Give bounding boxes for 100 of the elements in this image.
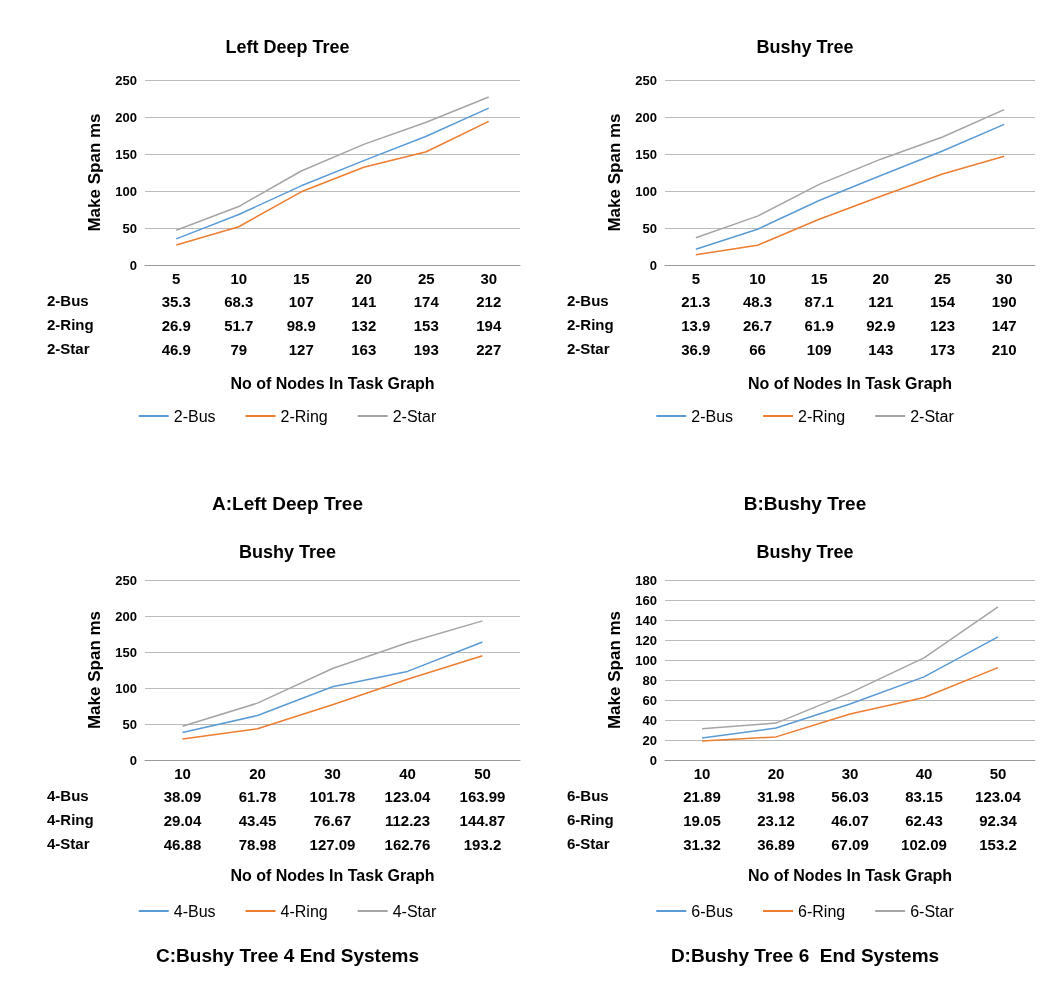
data-label: 61.9 (804, 316, 834, 334)
legend-label: 4-Star (392, 902, 437, 920)
data-label: 193.2 (463, 835, 502, 853)
x-tick-label: 20 (767, 765, 785, 782)
x-tick-label: 40 (915, 765, 933, 782)
x-tick-label: 50 (989, 765, 1007, 782)
data-label: 35.3 (161, 292, 191, 310)
data-label: 56.03 (831, 787, 869, 805)
text: 2-Bus (567, 292, 609, 309)
text: A:Left Deep Tree (212, 492, 363, 514)
x-tick-label: 50 (474, 765, 491, 782)
legend-label: 2-Bus (173, 407, 216, 425)
line-series (701, 606, 999, 730)
x-tick-label: 10 (693, 765, 711, 782)
y-tick-label: 200 (635, 109, 657, 125)
y-tick-label: 120 (635, 632, 657, 648)
data-label: 92.34 (979, 811, 1018, 829)
data-label: 154 (929, 292, 956, 310)
line-series (181, 641, 484, 734)
data-label: 31.32 (683, 835, 721, 853)
text: 6-Star (567, 835, 610, 852)
x-tick-label: 20 (355, 270, 373, 287)
data-label: 98.9 (286, 316, 316, 334)
y-tick-label: 0 (649, 752, 657, 768)
y-tick-label: 100 (115, 183, 137, 199)
y-axis-title: Make Span ms (85, 113, 104, 232)
data-label: 13.9 (681, 316, 711, 334)
y-axis-title: Make Span ms (605, 113, 624, 232)
data-label: 153.2 (979, 835, 1017, 853)
chart-title: Bushy Tree (238, 542, 337, 562)
y-tick-label: 100 (115, 680, 137, 696)
data-label: 143 (868, 340, 894, 358)
x-tick-label: 15 (292, 270, 310, 287)
y-tick-label: 50 (642, 220, 657, 236)
chart-title: Left Deep Tree (225, 37, 350, 57)
chart-title: Bushy Tree (756, 37, 854, 57)
text: 6-Bus (567, 787, 609, 804)
data-label: 210 (991, 340, 1017, 358)
y-axis-title: Make Span ms (605, 610, 624, 730)
text: 2-Star (47, 340, 90, 357)
text: D:Bushy Tree 6 End Systems (670, 944, 940, 966)
y-tick-label: 250 (115, 572, 137, 588)
x-axis-title: No of Nodes In Task Graph (230, 866, 435, 884)
data-label: 66 (749, 340, 766, 358)
line-series (695, 123, 1005, 250)
data-label: 21.89 (683, 787, 721, 805)
y-tick-label: 0 (649, 257, 657, 273)
data-label: 19.05 (683, 811, 721, 829)
legend-label: 2-Bus (691, 407, 734, 425)
data-label: 147 (991, 316, 1017, 334)
data-label: 193 (413, 340, 439, 358)
text: 2-Ring (47, 316, 94, 333)
data-label: 48.3 (742, 292, 773, 310)
y-tick-label: 250 (635, 72, 657, 88)
text: 4-Star (47, 835, 90, 852)
data-label: 173 (929, 340, 956, 358)
x-tick-label: 10 (749, 270, 766, 287)
data-label: 123 (929, 316, 956, 334)
data-label: 31.98 (757, 787, 795, 805)
data-label: 61.78 (238, 787, 277, 805)
data-label: 36.89 (757, 835, 795, 853)
data-label: 141 (351, 292, 377, 310)
x-tick-label: 20 (249, 765, 266, 782)
x-tick-label: 30 (324, 765, 341, 782)
legend-label: 2-Star (910, 407, 955, 425)
data-label: 109 (806, 340, 832, 358)
legend-label: 6-Star (910, 902, 955, 920)
text: 4-Bus (47, 787, 89, 804)
data-label: 78.98 (238, 835, 277, 853)
data-label: 76.67 (313, 811, 352, 829)
data-label: 46.07 (831, 811, 869, 829)
data-label: 227 (476, 340, 502, 358)
data-label: 92.9 (866, 316, 896, 334)
text: 2-Bus (47, 292, 89, 309)
data-label: 79 (230, 340, 248, 358)
data-label: 29.04 (163, 811, 202, 829)
data-label: 21.3 (681, 292, 711, 310)
x-tick-label: 10 (174, 765, 191, 782)
y-tick-label: 80 (642, 672, 657, 688)
x-tick-label: 25 (417, 270, 435, 287)
y-tick-label: 20 (642, 732, 657, 748)
chart-title: Bushy Tree (756, 542, 854, 562)
data-label: 67.09 (831, 835, 869, 853)
legend-label: 2-Star (392, 407, 437, 425)
x-tick-label: 10 (230, 270, 248, 287)
data-label: 43.45 (238, 811, 277, 829)
line-series (181, 654, 484, 740)
data-label: 23.12 (757, 811, 795, 829)
text: C:Bushy Tree 4 End Systems (156, 944, 419, 966)
x-tick-label: 20 (872, 270, 890, 287)
y-tick-label: 50 (122, 716, 137, 732)
data-label: 62.43 (905, 811, 943, 829)
data-label: 174 (413, 292, 440, 310)
data-label: 132 (351, 316, 377, 334)
data-label: 83.15 (905, 787, 943, 805)
y-tick-label: 100 (635, 652, 657, 668)
x-axis-title: No of Nodes In Task Graph (230, 374, 435, 392)
x-axis-title: No of Nodes In Task Graph (747, 374, 953, 392)
data-label: 127.09 (309, 835, 356, 853)
x-tick-label: 5 (691, 270, 701, 287)
